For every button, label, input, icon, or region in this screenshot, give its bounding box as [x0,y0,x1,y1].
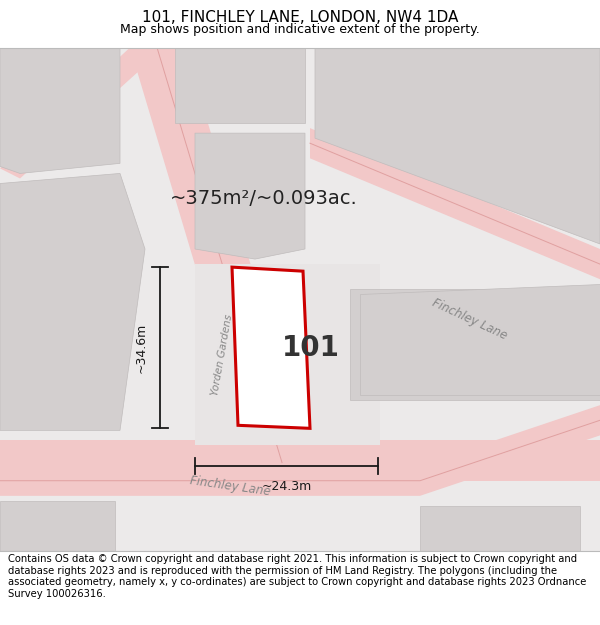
Polygon shape [0,48,165,179]
Polygon shape [0,173,145,431]
Polygon shape [310,128,600,279]
Text: Finchley Lane: Finchley Lane [430,296,509,343]
Polygon shape [315,48,600,244]
Polygon shape [360,284,600,395]
Text: Yorden Gardens: Yorden Gardens [210,313,234,396]
Text: Contains OS data © Crown copyright and database right 2021. This information is : Contains OS data © Crown copyright and d… [8,554,586,599]
Polygon shape [195,264,380,446]
Polygon shape [0,441,600,481]
Polygon shape [175,48,305,123]
Polygon shape [0,405,600,496]
Polygon shape [420,506,580,551]
Polygon shape [0,48,600,551]
Polygon shape [130,48,310,466]
Text: 101, FINCHLEY LANE, LONDON, NW4 1DA: 101, FINCHLEY LANE, LONDON, NW4 1DA [142,11,458,26]
Text: ~24.3m: ~24.3m [262,480,311,492]
Text: ~34.6m: ~34.6m [135,322,148,373]
Polygon shape [0,48,120,173]
Text: 101: 101 [282,334,340,362]
Polygon shape [195,133,305,259]
Text: Map shows position and indicative extent of the property.: Map shows position and indicative extent… [120,22,480,36]
Text: ~375m²/~0.093ac.: ~375m²/~0.093ac. [170,189,358,208]
Polygon shape [350,289,600,400]
Polygon shape [232,267,310,428]
Polygon shape [0,501,115,551]
Text: Finchley Lane: Finchley Lane [189,474,271,498]
